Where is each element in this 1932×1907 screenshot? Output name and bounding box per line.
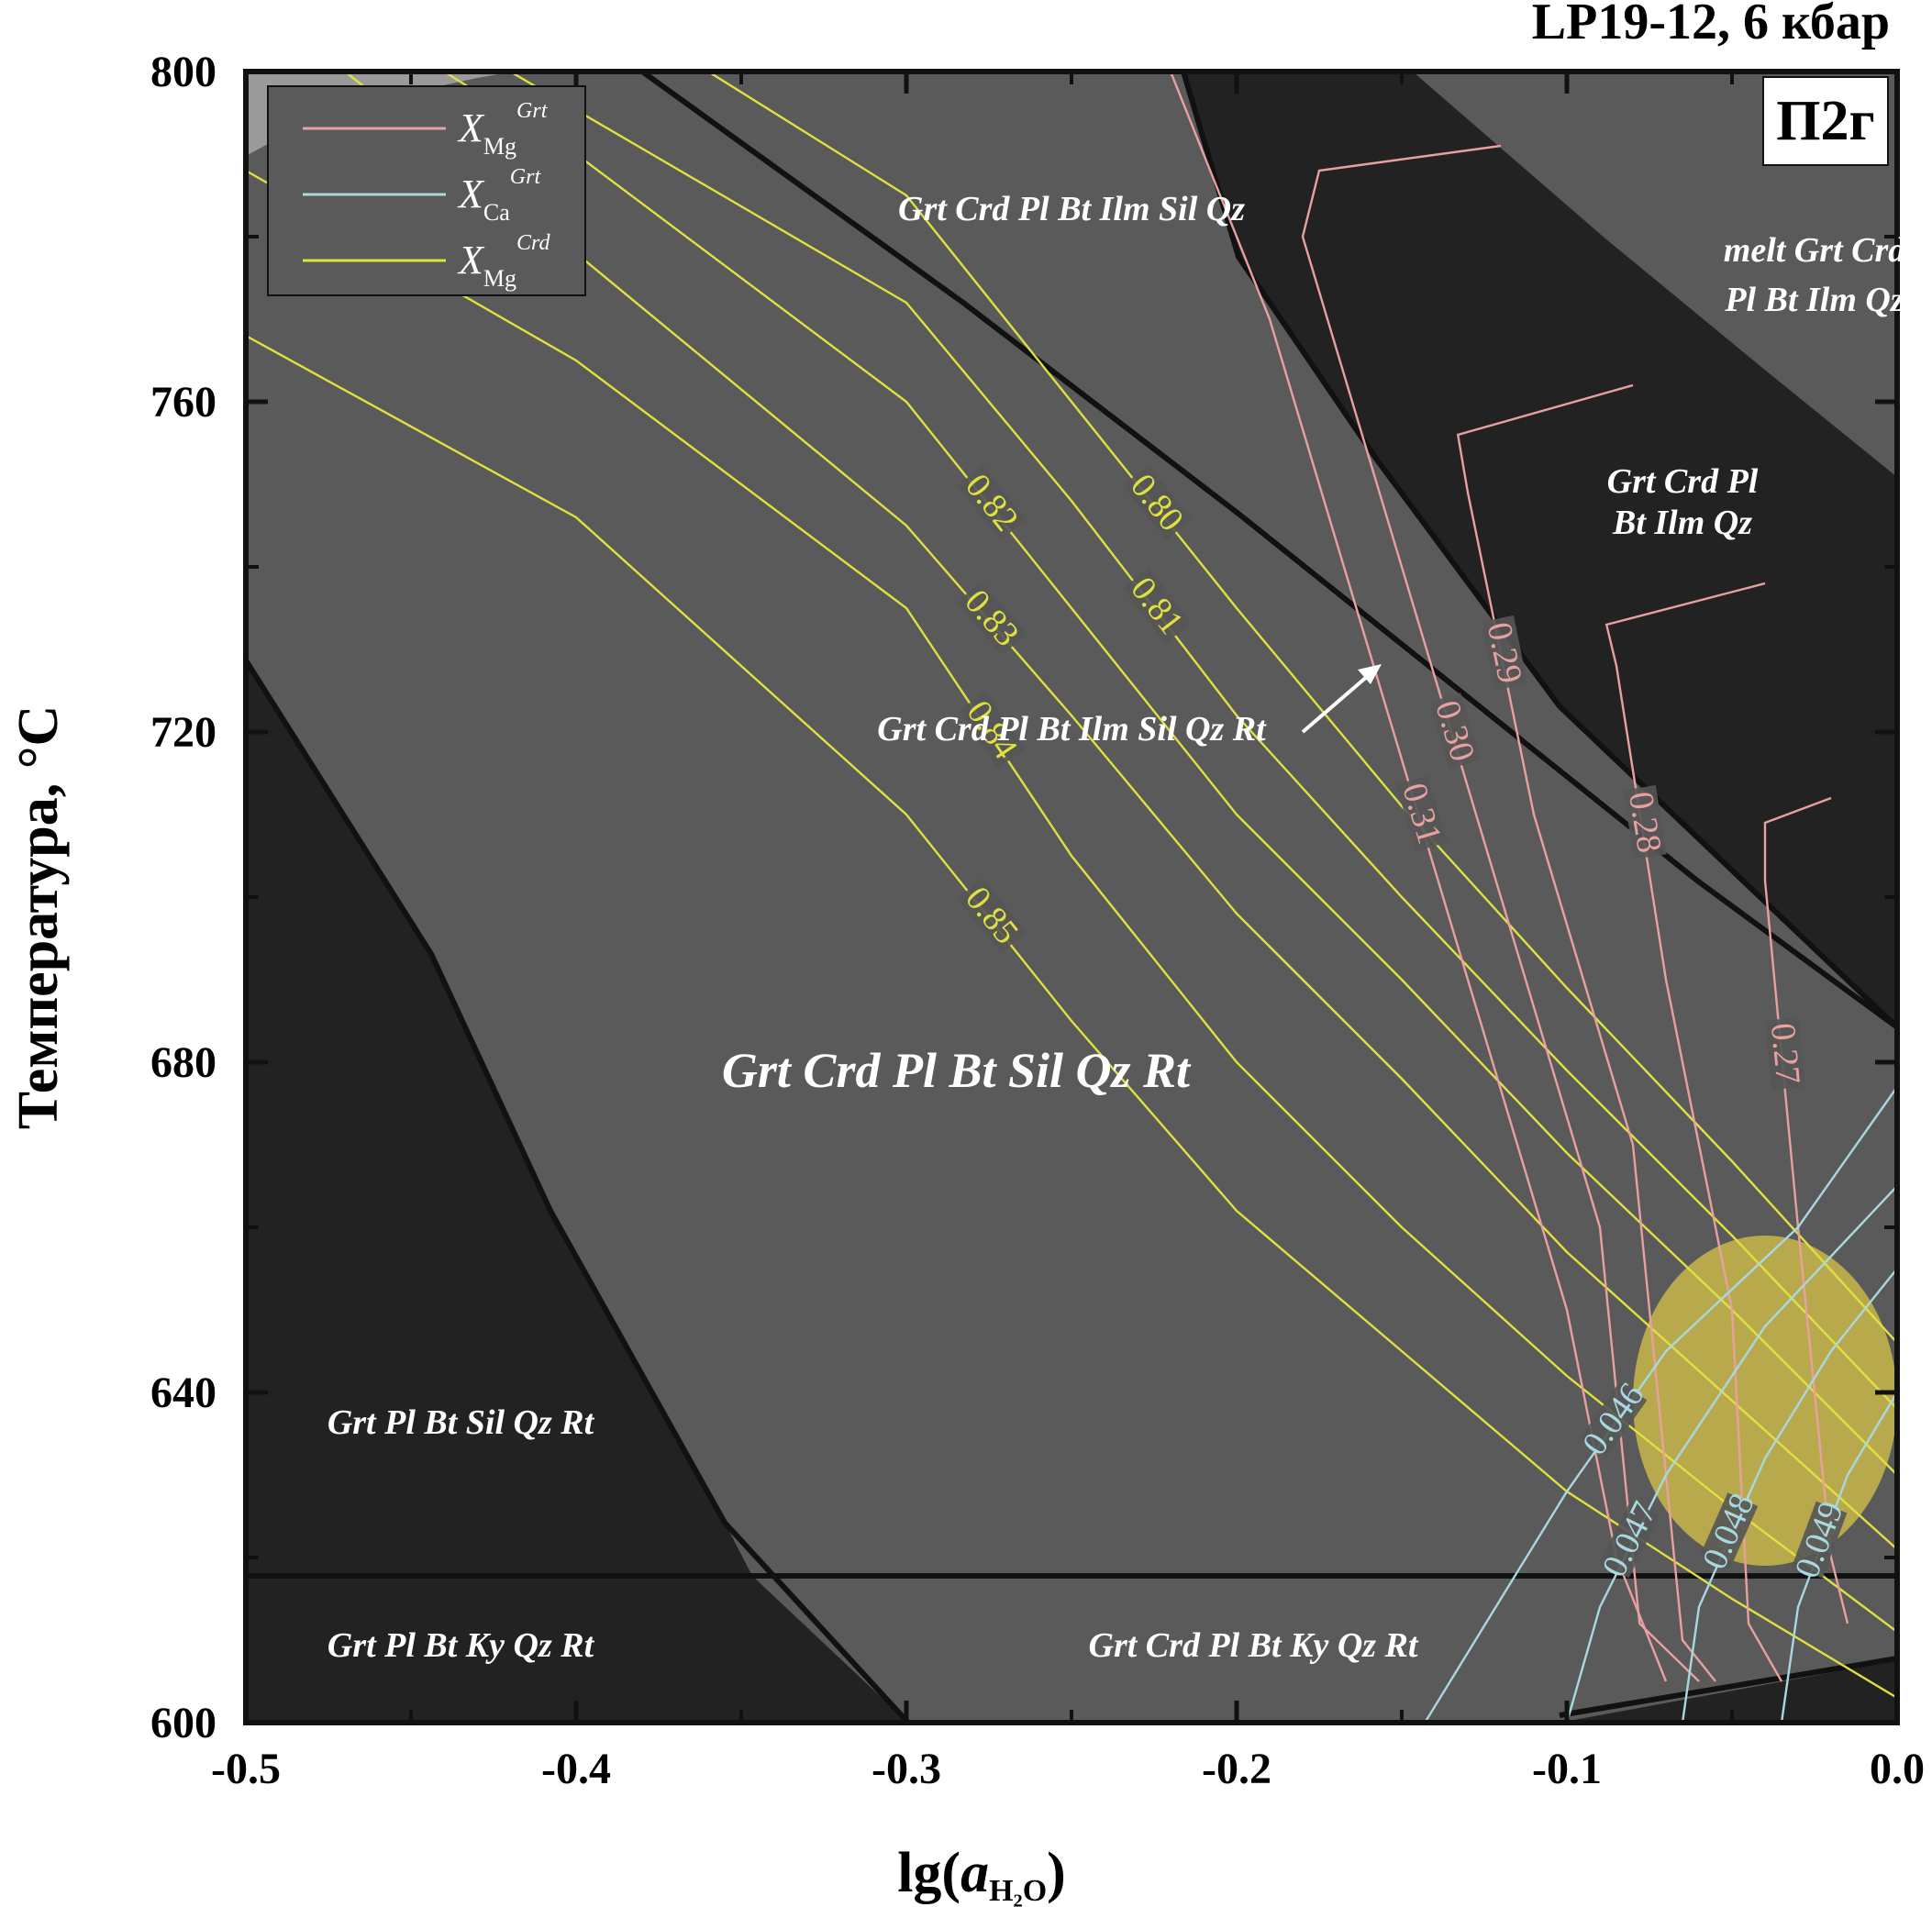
isopleth-xmg-grt-0-28 [1604, 582, 1783, 1682]
panel-label-box: П2г [1762, 76, 1889, 166]
isopleth-label-bg [957, 878, 1027, 953]
x-tick-label: -0.1 [1532, 1745, 1602, 1793]
isopleth-label-bg [1580, 1380, 1648, 1458]
legend-entry-ca-grt: XCaGrt [457, 165, 541, 226]
ticks: -0.5 -0.4 -0.3 -0.2 -0.1 0.0 600 640 680 720 760 80… [150, 48, 1925, 1793]
field-labels: Grt Crd Pl Bt Sil Qz Rt Grt Crd Pl Bt Ilm… [328, 190, 1906, 1665]
isopleth-xmg-crd-0-82 [443, 72, 1897, 1476]
field-label-grt-crd-pl: Grt Crd Pl [1607, 462, 1759, 501]
isopleth-label-bg [1428, 693, 1481, 770]
y-tick-label: 720 [150, 708, 217, 757]
y-tick-label: 760 [150, 378, 217, 427]
isopleth-label-bg [957, 465, 1027, 540]
isopleth-xmg-grt-0-29 [1456, 383, 1716, 1682]
legend-entry-mg-grt: XMgGrt [457, 99, 549, 160]
field-label-bt-ilm-qz: Bt Ilm Qz [1612, 504, 1752, 542]
isopleth-label-bg [1792, 1501, 1848, 1579]
y-tick-label: 600 [150, 1699, 217, 1747]
isopleth-label-bg [1395, 775, 1448, 852]
field-label-grt-crd-pl-bt-ky-qz-rt: Grt Crd Pl Bt Ky Qz Rt [1089, 1626, 1419, 1665]
pt-estimate-ellipse [1633, 1236, 1897, 1566]
field-label-grt-pl-bt-sil-qz-rt: Grt Pl Bt Sil Qz Rt [328, 1403, 595, 1442]
y-axis-title: Температура, °C [7, 705, 70, 1130]
x-axis-title-subscript: H₂O [989, 1874, 1047, 1907]
isopleth-xmg-crd-0-80 [707, 72, 1897, 1344]
field-melt-grt-crd [1183, 72, 1897, 1027]
isopleth-xca-grt-0-047 [1565, 1185, 1897, 1723]
isopleth-label-bg [1699, 1492, 1759, 1570]
field-label-grt-crd-pl-bt-sil-qz-rt: Grt Crd Pl Bt Sil Qz Rt [722, 1043, 1192, 1098]
x-tick-label: -0.5 [211, 1745, 281, 1793]
x-tick-label: 0.0 [1870, 1745, 1925, 1793]
isopleth-label-bg [1623, 785, 1667, 859]
panel-label-background [1762, 76, 1889, 166]
isopleth-label-bg [1599, 1501, 1660, 1579]
chart-title: LP19-12, 6 кбар [1532, 0, 1890, 50]
x-tick-label: -0.3 [872, 1745, 941, 1793]
x-tick-label: -0.4 [541, 1745, 611, 1793]
x-axis-title-prefix: lg( [897, 1842, 960, 1904]
x-axis-title: lg(aH₂O) [897, 1842, 1066, 1907]
isopleth-label-bg [959, 692, 1026, 769]
isopleth-label-0-27: 0.27 [1763, 1017, 1807, 1091]
isopleth-label-0-28: 0.28 [1621, 785, 1669, 859]
isopleth-label-bg [1122, 465, 1192, 540]
field-corner-bottom-right [1560, 1660, 1897, 1723]
isopleth-label-bg [1122, 568, 1192, 644]
field-label-grt-crd-pl-bt-ilm-sil-qz: Grt Crd Pl Bt Ilm Sil Qz [898, 190, 1245, 228]
isopleth-label-bg [1481, 615, 1528, 691]
field-label-grt-pl-bt-ky-qz-rt: Grt Pl Bt Ky Qz Rt [328, 1626, 595, 1665]
field-label-pl-bt-ilm-qz: Pl Bt Ilm Qz [1724, 281, 1904, 319]
x-axis-title-symbol: a [960, 1842, 989, 1904]
isopleth-xmg-crd-0-84 [246, 169, 1897, 1633]
y-tick-label: 800 [150, 48, 217, 96]
isopleth-xmg-crd-0-83 [344, 72, 1897, 1550]
y-tick-label: 680 [150, 1038, 217, 1087]
y-tick-label: 640 [150, 1369, 217, 1417]
isopleth-label-bg [1765, 1017, 1805, 1091]
isopleth-label-bg [956, 581, 1027, 656]
isopleth-label-text: 0.27 [1763, 1022, 1807, 1086]
x-axis-title-suffix: ) [1047, 1842, 1066, 1904]
x-tick-label: -0.2 [1202, 1745, 1271, 1793]
isopleth-xmg-crd-0-81 [509, 72, 1897, 1410]
panel-label: П2г [1776, 90, 1874, 152]
field-grt-pl-bt-ky-qz-rt [246, 1576, 908, 1723]
field-grt-crd-pl-bt-ilm-qz [1413, 72, 1897, 477]
arrow [1301, 664, 1382, 734]
isopleth-label-text: 0.28 [1621, 789, 1669, 855]
legend-entry-mg-crd: XMgCrd [457, 231, 550, 292]
field-label-grt-crd-pl-bt-ilm-sil-qz-rt: Grt Crd Pl Bt Ilm Sil Qz Rt [877, 710, 1267, 748]
isopleth-xca-grt-0-048 [1681, 1268, 1897, 1723]
isopleth-xmg-crd-0-85 [246, 334, 1897, 1700]
field-label-melt-grt-crd: melt Grt Crd [1724, 231, 1906, 270]
